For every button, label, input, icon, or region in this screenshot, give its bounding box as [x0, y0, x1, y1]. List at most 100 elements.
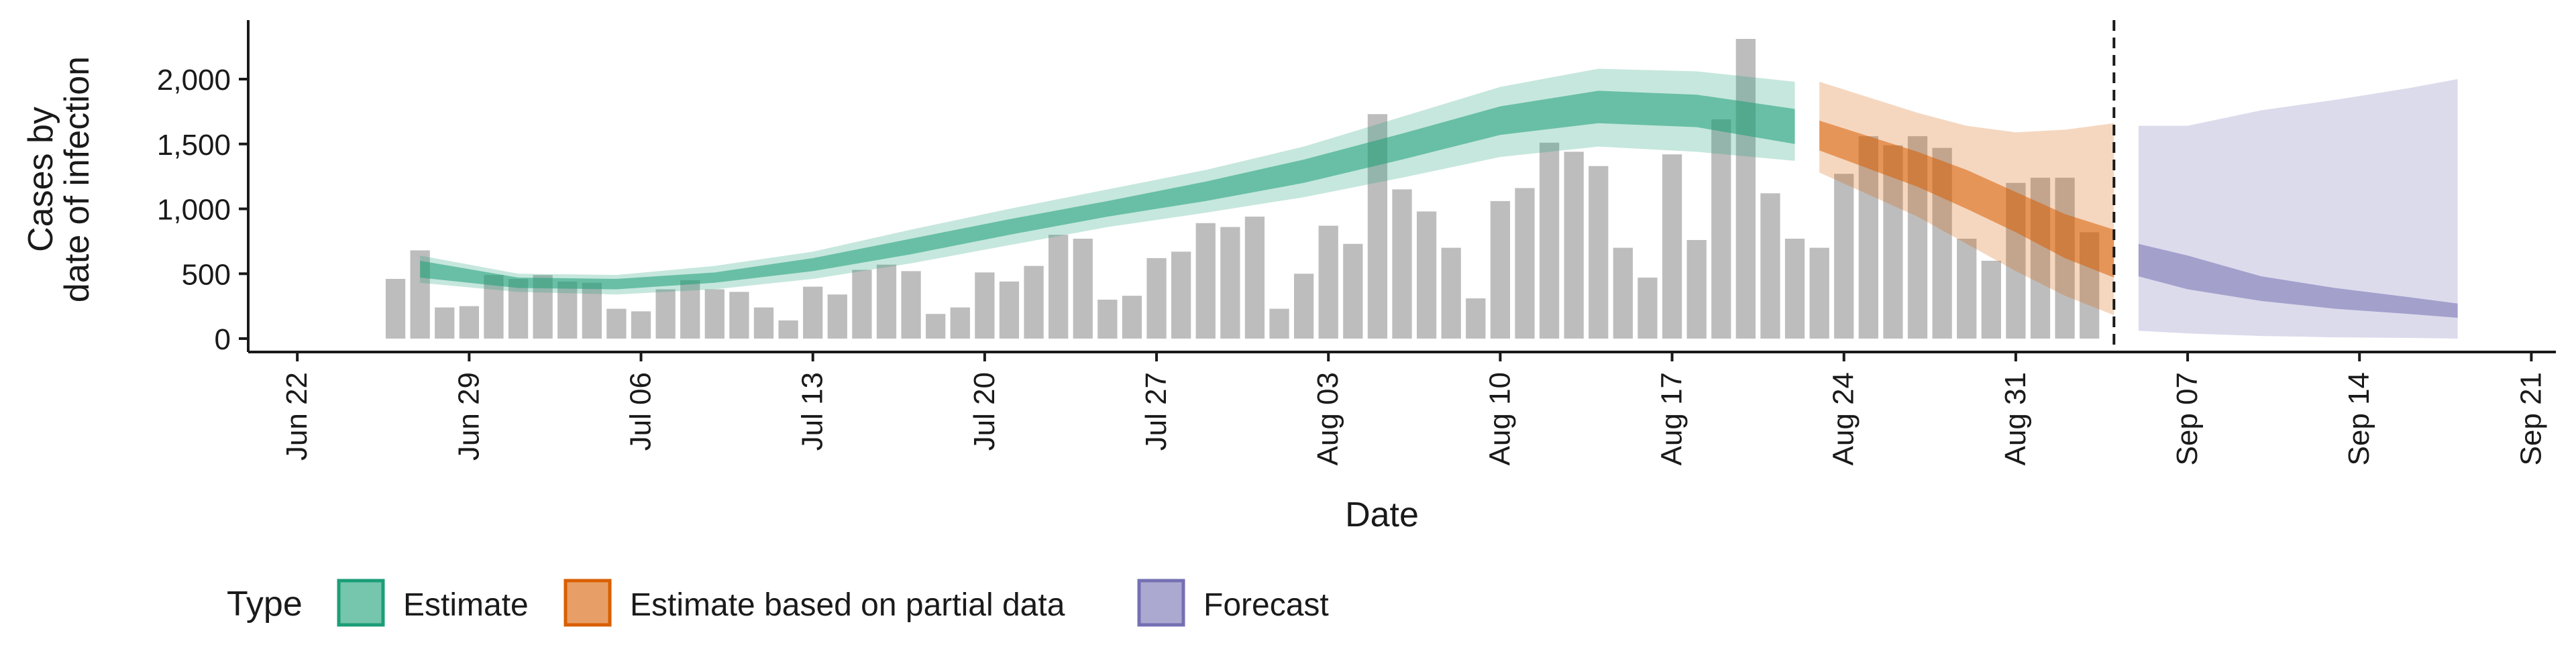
case-bar: [582, 282, 602, 339]
case-bar: [508, 278, 529, 339]
case-bar: [901, 271, 921, 339]
case-bar: [704, 289, 724, 339]
case-bar: [1662, 154, 1682, 339]
case-bar: [1957, 239, 1977, 339]
legend-key-swatch: [337, 579, 385, 627]
case-bar: [1122, 296, 1142, 339]
case-bar: [1392, 189, 1412, 339]
case-bar: [1784, 239, 1805, 339]
case-bar: [999, 281, 1020, 339]
case-bar: [1244, 217, 1265, 339]
x-tick-label: Jul 20: [968, 372, 1001, 451]
case-bar: [778, 320, 798, 339]
case-bar: [385, 278, 406, 339]
x-tick-label: Jun 22: [280, 372, 313, 461]
x-tick-label: Jul 27: [1140, 372, 1173, 451]
x-tick-label: Aug 03: [1311, 372, 1344, 465]
case-bar: [1318, 225, 1338, 339]
observed-cases-bars: [385, 39, 2100, 339]
x-tick-label: Aug 31: [1999, 372, 2032, 465]
y-tick-label: 1,500: [157, 129, 231, 162]
case-bar: [1024, 266, 1044, 339]
y-axis-label-line-1: Cases by: [21, 107, 60, 252]
legend-entry: Forecast: [1137, 579, 1329, 627]
case-bar: [435, 307, 455, 339]
legend-label: Estimate based on partial data: [630, 587, 1065, 623]
estimate-50-band: [420, 91, 1795, 290]
x-tick-label: Aug 17: [1656, 372, 1688, 465]
legend-title: Type: [227, 585, 303, 624]
case-bar: [1049, 235, 1069, 339]
case-bar: [606, 308, 627, 339]
y-tick-label: 500: [182, 258, 231, 291]
case-bar: [631, 311, 651, 339]
legend-label: Forecast: [1203, 587, 1329, 623]
case-bar: [1195, 223, 1216, 339]
case-bar: [1146, 258, 1167, 339]
case-bar: [1343, 243, 1363, 339]
y-tick-label: 1,000: [157, 194, 231, 227]
legend-key-swatch: [1137, 579, 1185, 627]
case-bar: [1269, 308, 1289, 339]
case-bar: [975, 272, 995, 339]
case-bar: [753, 307, 774, 339]
case-bar: [1809, 247, 1829, 339]
x-tick-label: Jul 13: [796, 372, 829, 451]
case-bar: [1539, 142, 1560, 339]
case-bar: [1073, 239, 1093, 339]
case-bar: [655, 289, 676, 339]
case-bar: [1589, 166, 1609, 339]
case-bar: [1515, 188, 1535, 339]
case-bar: [729, 292, 749, 339]
x-tick-label: Jul 06: [625, 372, 657, 451]
x-tick-label: Aug 10: [1483, 372, 1516, 465]
case-bar: [1686, 239, 1707, 339]
case-bar: [1466, 298, 1486, 339]
y-tick-label: 2,000: [157, 64, 231, 97]
legend-label: Estimate: [403, 587, 529, 623]
x-tick-label: Aug 24: [1827, 372, 1860, 465]
case-bar: [1293, 274, 1314, 339]
x-tick-label: Sep 14: [2343, 372, 2375, 465]
x-tick-label: Jun 29: [452, 372, 485, 461]
case-bar: [950, 307, 970, 339]
case-bar: [1097, 299, 1118, 339]
forecast-50-band: [2138, 243, 2458, 318]
case-bar: [803, 286, 823, 339]
case-bar: [876, 264, 897, 339]
case-bar: [1638, 278, 1658, 339]
case-bar: [827, 294, 847, 339]
legend-entry: Estimate based on partial data: [564, 579, 1065, 627]
case-bar: [1171, 251, 1191, 339]
y-tick-label: 0: [215, 323, 231, 356]
case-bar: [1220, 227, 1240, 339]
case-bar: [1981, 260, 2001, 339]
case-bar: [557, 281, 578, 339]
case-bar: [1441, 247, 1461, 339]
legend-key-swatch: [564, 579, 612, 627]
legend-entry: Estimate: [337, 579, 529, 627]
case-bar: [852, 270, 872, 339]
case-bar: [1613, 247, 1633, 339]
case-bar: [1735, 39, 1756, 339]
case-bar: [1564, 152, 1584, 339]
case-bar: [459, 306, 479, 339]
axis-labels: Cases by date of infection Date: [21, 56, 1419, 534]
case-bar: [680, 280, 700, 339]
case-bar: [926, 314, 946, 339]
partial-estimate-50-band: [1819, 120, 2114, 278]
x-tick-label: Sep 07: [2171, 372, 2204, 465]
estimate-ribbons: [420, 68, 2458, 339]
legend: Type Estimate Estimate based on partial d…: [227, 579, 1329, 627]
case-bar: [1834, 174, 1854, 339]
x-tick-label: Sep 21: [2514, 372, 2547, 465]
case-bar: [1490, 200, 1511, 339]
case-bar: [1760, 193, 1780, 339]
y-axis-label-line-2: date of infection: [58, 56, 97, 302]
case-bar: [1711, 119, 1731, 339]
case-bar: [1416, 211, 1437, 339]
axes: 0 500 1,000 1,500 2,000 Jun 22 Jun 29 Jul 06 Jul…: [157, 20, 2556, 465]
x-axis-label: Date: [1345, 495, 1419, 534]
